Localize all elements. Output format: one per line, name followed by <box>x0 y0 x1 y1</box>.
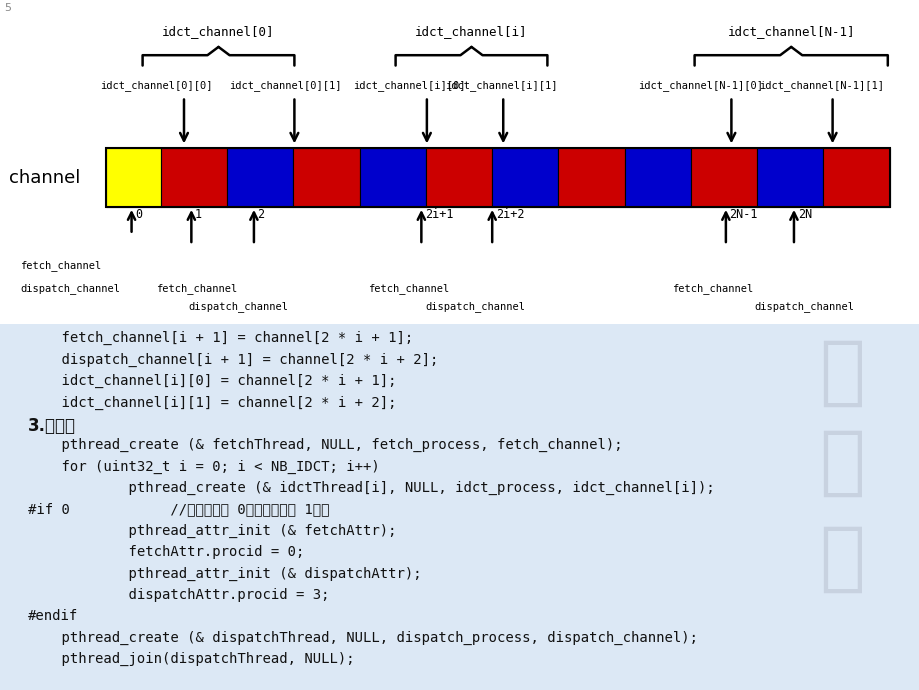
Text: idct_channel[N-1][0]: idct_channel[N-1][0] <box>638 80 763 91</box>
Text: idct_channel[0]: idct_channel[0] <box>162 25 275 38</box>
Text: 1: 1 <box>195 208 202 221</box>
Text: pthread_attr_init (& fetchAttr);: pthread_attr_init (& fetchAttr); <box>28 524 396 538</box>
Text: pthread_create (& dispatchThread, NULL, dispatch_process, dispatch_channel);: pthread_create (& dispatchThread, NULL, … <box>28 631 697 644</box>
Bar <box>492 148 558 207</box>
Bar <box>558 148 624 207</box>
Text: idct_channel[i][0] = channel[2 * i + 1];: idct_channel[i][0] = channel[2 * i + 1]; <box>28 374 396 388</box>
Text: dispatch_channel[i + 1] = channel[2 * i + 2];: dispatch_channel[i + 1] = channel[2 * i … <box>28 353 437 366</box>
Text: idct_channel[i][1]: idct_channel[i][1] <box>445 80 557 91</box>
Bar <box>227 148 293 207</box>
Text: idct_channel[i][0]: idct_channel[i][0] <box>353 80 465 91</box>
Text: 2: 2 <box>257 208 265 221</box>
Text: idct_channel[i][1] = channel[2 * i + 2];: idct_channel[i][1] = channel[2 * i + 2]; <box>28 395 396 409</box>
Bar <box>690 148 756 207</box>
Text: 3.多线程: 3.多线程 <box>28 417 75 435</box>
Text: pthread_create (& idctThread[i], NULL, idct_process, idct_channel[i]);: pthread_create (& idctThread[i], NULL, i… <box>28 481 713 495</box>
Text: 5: 5 <box>5 3 12 13</box>
Text: dispatch_channel: dispatch_channel <box>20 283 120 294</box>
Bar <box>106 148 889 207</box>
Text: idct_channel[0][0]: idct_channel[0][0] <box>100 80 212 91</box>
Text: fetch_channel: fetch_channel <box>20 260 101 271</box>
Bar <box>756 148 823 207</box>
Text: fetchAttr.procid = 0;: fetchAttr.procid = 0; <box>28 545 303 559</box>
Text: fetch_channel[i + 1] = channel[2 * i + 1];: fetch_channel[i + 1] = channel[2 * i + 1… <box>28 331 413 345</box>
Text: 丁: 丁 <box>818 335 864 410</box>
Bar <box>106 148 161 207</box>
Bar <box>823 148 889 207</box>
Bar <box>161 148 227 207</box>
Bar <box>293 148 359 207</box>
Text: 2N: 2N <box>797 208 811 221</box>
Text: dispatchAttr.procid = 3;: dispatchAttr.procid = 3; <box>28 588 329 602</box>
Text: dispatch_channel: dispatch_channel <box>754 301 854 312</box>
Bar <box>359 148 425 207</box>
Text: fetch_channel: fetch_channel <box>368 283 448 294</box>
Text: idct_channel[0][1]: idct_channel[0][1] <box>229 80 341 91</box>
Text: channel: channel <box>9 169 81 187</box>
Text: for (uint32_t i = 0; i < NB_IDCT; i++): for (uint32_t i = 0; i < NB_IDCT; i++) <box>28 460 379 473</box>
Text: 2i+1: 2i+1 <box>425 208 453 221</box>
Text: idct_channel[N-1][1]: idct_channel[N-1][1] <box>758 80 883 91</box>
Text: 求: 求 <box>818 425 864 500</box>
Text: idct_channel[i]: idct_channel[i] <box>414 25 528 38</box>
Bar <box>425 148 492 207</box>
Bar <box>0 324 919 690</box>
Text: fetch_channel: fetch_channel <box>671 283 752 294</box>
Text: pthread_attr_init (& dispatchAttr);: pthread_attr_init (& dispatchAttr); <box>28 566 421 580</box>
Text: dispatch_channel: dispatch_channel <box>188 301 289 312</box>
Bar <box>624 148 690 207</box>
Text: dispatch_channel: dispatch_channel <box>425 301 525 312</box>
Text: pthread_join(dispatchThread, NULL);: pthread_join(dispatchThread, NULL); <box>28 652 354 666</box>
Text: fetch_channel: fetch_channel <box>156 283 237 294</box>
Text: 2i+2: 2i+2 <box>495 208 524 221</box>
Text: pthread_create (& fetchThread, NULL, fetch_process, fetch_channel);: pthread_create (& fetchThread, NULL, fet… <box>28 438 621 452</box>
Text: #endif: #endif <box>28 609 78 623</box>
Text: 0: 0 <box>135 208 142 221</box>
Text: #if 0            //预编译语句 0屏蔽某段语句 1恢复: #if 0 //预编译语句 0屏蔽某段语句 1恢复 <box>28 502 329 516</box>
Text: idct_channel[N-1]: idct_channel[N-1] <box>727 25 854 38</box>
Text: 是: 是 <box>818 522 864 596</box>
Text: 2N-1: 2N-1 <box>729 208 757 221</box>
